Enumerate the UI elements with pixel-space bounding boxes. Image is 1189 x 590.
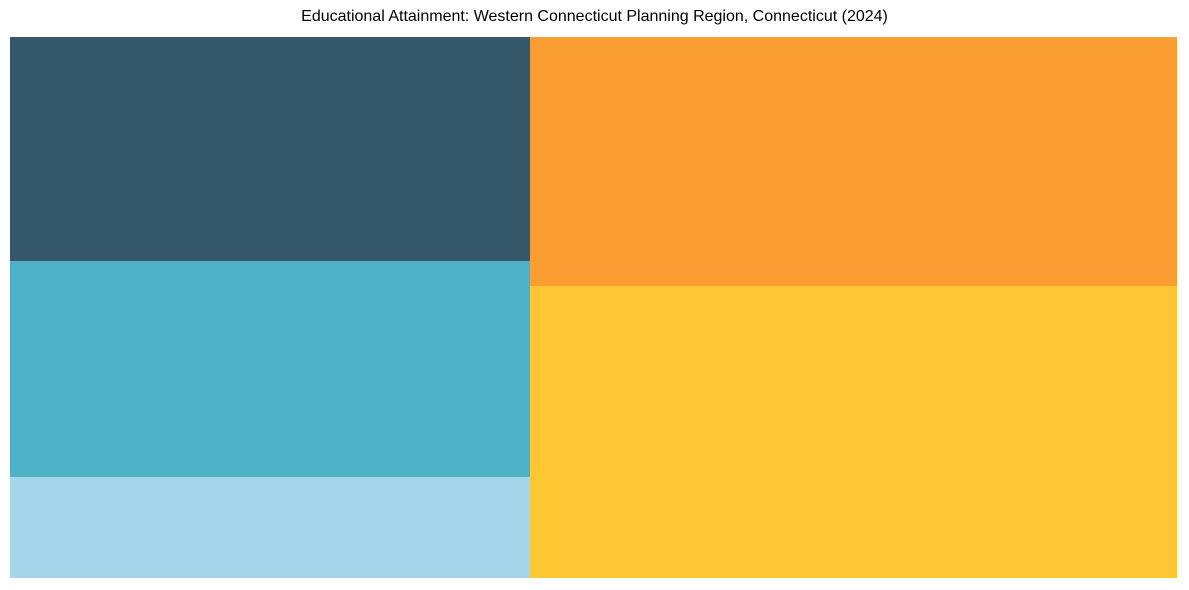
treemap xyxy=(10,37,1177,578)
treemap-cell-teal[interactable] xyxy=(10,261,530,477)
chart-title: Educational Attainment: Western Connecti… xyxy=(301,8,888,25)
treemap-cell-light-blue[interactable] xyxy=(10,477,530,578)
treemap-cell-orange[interactable] xyxy=(530,37,1177,286)
treemap-cell-yellow[interactable] xyxy=(530,286,1177,578)
treemap-cell-dark-slate[interactable] xyxy=(10,37,530,261)
